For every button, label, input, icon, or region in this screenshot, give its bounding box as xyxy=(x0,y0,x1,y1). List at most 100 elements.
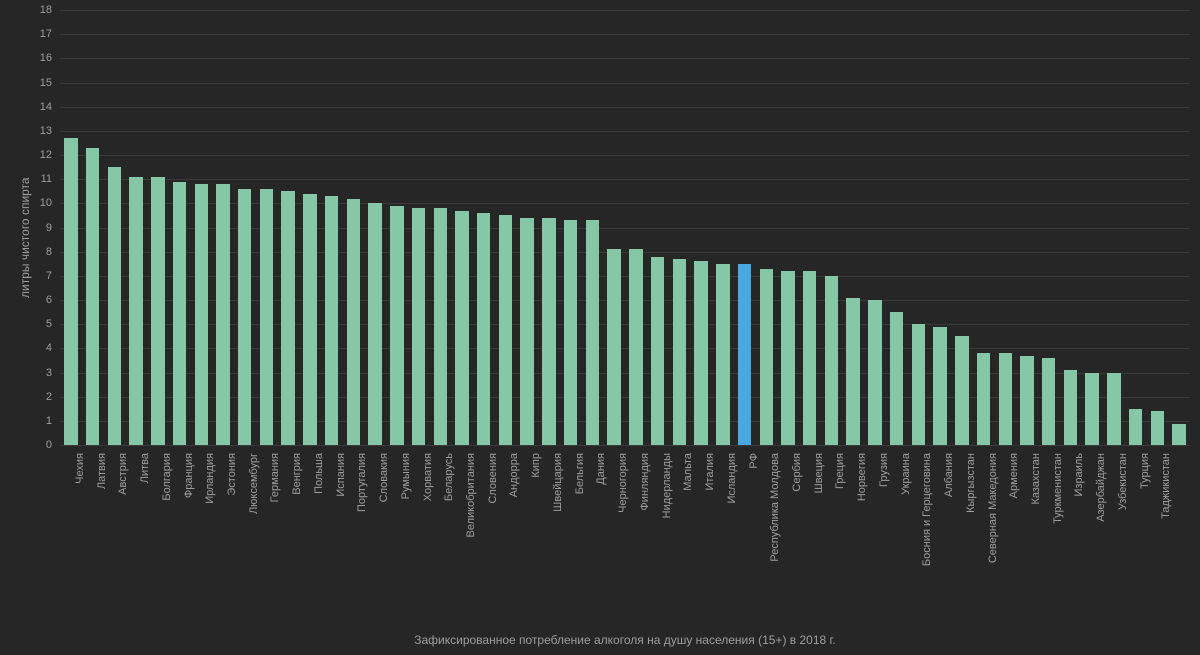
bar xyxy=(673,259,686,445)
x-tick-label: Туркменистан xyxy=(1052,453,1064,633)
x-tick-label: Эстония xyxy=(226,453,238,633)
y-tick-label: 15 xyxy=(0,77,52,89)
grid-line xyxy=(60,179,1190,180)
x-tick-label: Черногория xyxy=(617,453,629,633)
x-tick-label: Бельгия xyxy=(574,453,586,633)
grid-line xyxy=(60,58,1190,59)
bar xyxy=(1064,370,1077,445)
y-tick-label: 0 xyxy=(0,439,52,451)
bar xyxy=(716,264,729,445)
bar xyxy=(86,148,99,445)
y-tick-label: 6 xyxy=(0,294,52,306)
bar xyxy=(781,271,794,445)
bar xyxy=(564,220,577,445)
x-tick-label: Словения xyxy=(487,453,499,633)
y-tick-label: 13 xyxy=(0,125,52,137)
x-tick-label: Греция xyxy=(834,453,846,633)
grid-line xyxy=(60,131,1190,132)
x-tick-label: Армения xyxy=(1008,453,1020,633)
x-tick-label: Азербайджан xyxy=(1095,453,1107,633)
x-tick-label: Литва xyxy=(139,453,151,633)
bar xyxy=(803,271,816,445)
bar xyxy=(912,324,925,445)
y-tick-label: 5 xyxy=(0,318,52,330)
x-tick-label: Кыргызстан xyxy=(965,453,977,633)
bar xyxy=(586,220,599,445)
y-tick-label: 2 xyxy=(0,391,52,403)
bar xyxy=(1107,373,1120,446)
x-axis-title: Зафиксированное потребление алкоголя на … xyxy=(60,633,1190,647)
x-tick-label: Румыния xyxy=(400,453,412,633)
bar xyxy=(760,269,773,445)
bar xyxy=(520,218,533,445)
bar xyxy=(412,208,425,445)
x-tick-label: Финляндия xyxy=(639,453,651,633)
bar xyxy=(999,353,1012,445)
x-tick-label: Великобритания xyxy=(465,453,477,633)
x-tick-label: Норвегия xyxy=(856,453,868,633)
y-tick-label: 18 xyxy=(0,4,52,16)
y-tick-label: 12 xyxy=(0,149,52,161)
x-tick-label: Таджикистан xyxy=(1160,453,1172,633)
x-tick-label: Дания xyxy=(595,453,607,633)
x-tick-label: Исландия xyxy=(726,453,738,633)
alcohol-consumption-chart: литры чистого спирта Зафиксированное пот… xyxy=(0,0,1200,655)
x-tick-label: Хорватия xyxy=(422,453,434,633)
bar xyxy=(325,196,338,445)
y-tick-label: 9 xyxy=(0,222,52,234)
bar xyxy=(977,353,990,445)
bar xyxy=(542,218,555,445)
x-tick-label: Албания xyxy=(943,453,955,633)
x-tick-label: Республика Молдова xyxy=(769,453,781,633)
grid-line xyxy=(60,445,1190,446)
bar xyxy=(1042,358,1055,445)
x-tick-label: Чехия xyxy=(74,453,86,633)
x-tick-label: Испания xyxy=(335,453,347,633)
bar xyxy=(477,213,490,445)
x-tick-label: Польша xyxy=(313,453,325,633)
bar xyxy=(108,167,121,445)
bar xyxy=(303,194,316,445)
grid-line xyxy=(60,34,1190,35)
x-tick-label: Турция xyxy=(1139,453,1151,633)
bar xyxy=(955,336,968,445)
x-tick-label: Швеция xyxy=(813,453,825,633)
x-tick-label: Италия xyxy=(704,453,716,633)
bar xyxy=(1020,356,1033,445)
bar xyxy=(846,298,859,445)
y-tick-label: 4 xyxy=(0,342,52,354)
bar xyxy=(347,199,360,446)
bar xyxy=(455,211,468,445)
x-tick-label: Болгария xyxy=(161,453,173,633)
bar xyxy=(629,249,642,445)
x-tick-label: Латвия xyxy=(96,453,108,633)
bar xyxy=(368,203,381,445)
x-tick-label: Босния и Герцеговина xyxy=(921,453,933,633)
x-tick-label: Венгрия xyxy=(291,453,303,633)
bar xyxy=(1085,373,1098,446)
x-tick-label: Мальта xyxy=(682,453,694,633)
x-tick-label: РФ xyxy=(748,453,760,633)
bar xyxy=(195,184,208,445)
x-tick-label: Люксембург xyxy=(248,453,260,633)
grid-line xyxy=(60,107,1190,108)
y-tick-label: 1 xyxy=(0,415,52,427)
bar xyxy=(694,261,707,445)
bar xyxy=(499,215,512,445)
bar xyxy=(651,257,664,446)
x-tick-label: Швейцария xyxy=(552,453,564,633)
x-tick-label: Португалия xyxy=(356,453,368,633)
x-tick-label: Австрия xyxy=(117,453,129,633)
bar xyxy=(281,191,294,445)
x-tick-label: Сербия xyxy=(791,453,803,633)
y-tick-label: 8 xyxy=(0,246,52,258)
bar xyxy=(1129,409,1142,445)
bar xyxy=(825,276,838,445)
x-tick-label: Северная Македония xyxy=(987,453,999,633)
y-tick-label: 14 xyxy=(0,101,52,113)
bar xyxy=(607,249,620,445)
bar xyxy=(890,312,903,445)
bar xyxy=(738,264,751,445)
x-tick-label: Франция xyxy=(183,453,195,633)
x-tick-label: Узбекистан xyxy=(1117,453,1129,633)
